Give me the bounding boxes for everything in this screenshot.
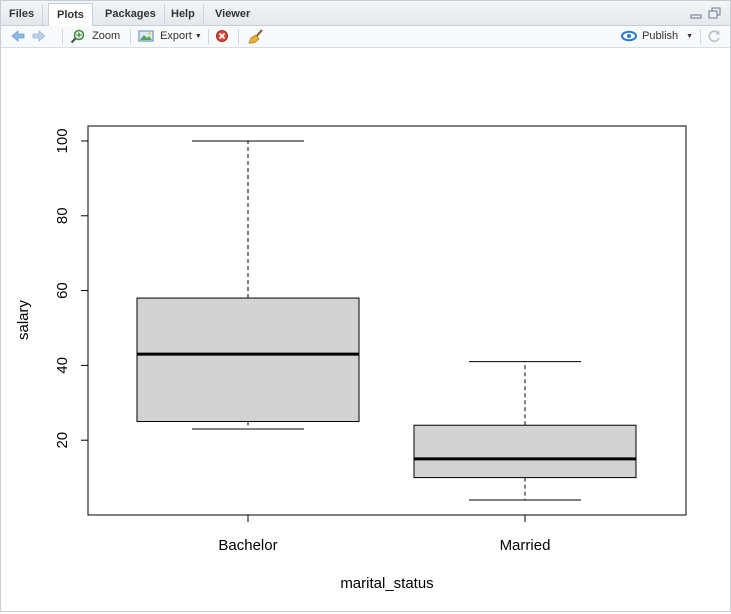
box-married [413,424,637,479]
clear-plots-button[interactable] [248,28,264,45]
maximize-pane-icon[interactable] [708,7,721,19]
x-axis-label: marital_status [340,575,433,592]
tab-packages[interactable]: Packages [97,4,165,25]
boxplot-chart: marital_status salary 20 40 60 80 100 Bachelo… [15,125,687,592]
arrow-left-icon[interactable] [10,28,26,45]
toolbar-separator [62,29,63,44]
remove-plot-button[interactable] [215,28,229,45]
toolbar-separator [238,29,239,44]
pane-window-buttons [687,7,721,21]
y-tick-label: 80 [54,207,71,224]
y-tick-label: 20 [54,432,71,449]
publish-button[interactable]: Publish ▼ [620,28,693,45]
tab-plots[interactable]: Plots [48,3,93,27]
y-tick-label: 100 [54,128,71,153]
publish-label: Publish [642,30,679,42]
x-tick-label: Bachelor [218,537,277,554]
export-button[interactable]: Export ▼ [138,28,202,45]
toolbar-separator [208,29,209,44]
tab-files[interactable]: Files [1,4,44,25]
chevron-down-icon: ▼ [194,33,202,40]
zoom-label: Zoom [92,30,121,42]
toolbar-separator [130,29,131,44]
minimize-pane-icon[interactable] [690,9,702,19]
chevron-down-icon: ▼ [686,33,694,40]
plot-frame [87,125,687,516]
plots-toolbar: Zoom Export ▼ [1,26,730,48]
publish-icon [621,30,637,42]
y-tick-label: 40 [54,357,71,374]
zoom-button[interactable]: Zoom [70,28,120,45]
toolbar-separator [700,29,701,44]
magnifier-icon [70,29,85,43]
pane-tab-bar: Files Plots Packages Help Viewer [1,1,730,27]
y-axis-label: salary [15,299,32,340]
tab-viewer[interactable]: Viewer [215,8,251,20]
image-export-icon [138,30,154,42]
remove-plot-icon [216,30,228,43]
y-tick-label: 60 [54,282,71,299]
refresh-icon[interactable] [707,28,722,45]
box-bachelor [136,297,360,422]
x-tick-label: Married [500,537,551,554]
tab-help[interactable]: Help [163,4,204,25]
export-label: Export [160,30,192,42]
plot-area: marital_status salary 20 40 60 80 100 Bachelo… [1,48,730,611]
broom-icon [248,28,263,43]
arrow-right-icon[interactable] [31,28,47,45]
